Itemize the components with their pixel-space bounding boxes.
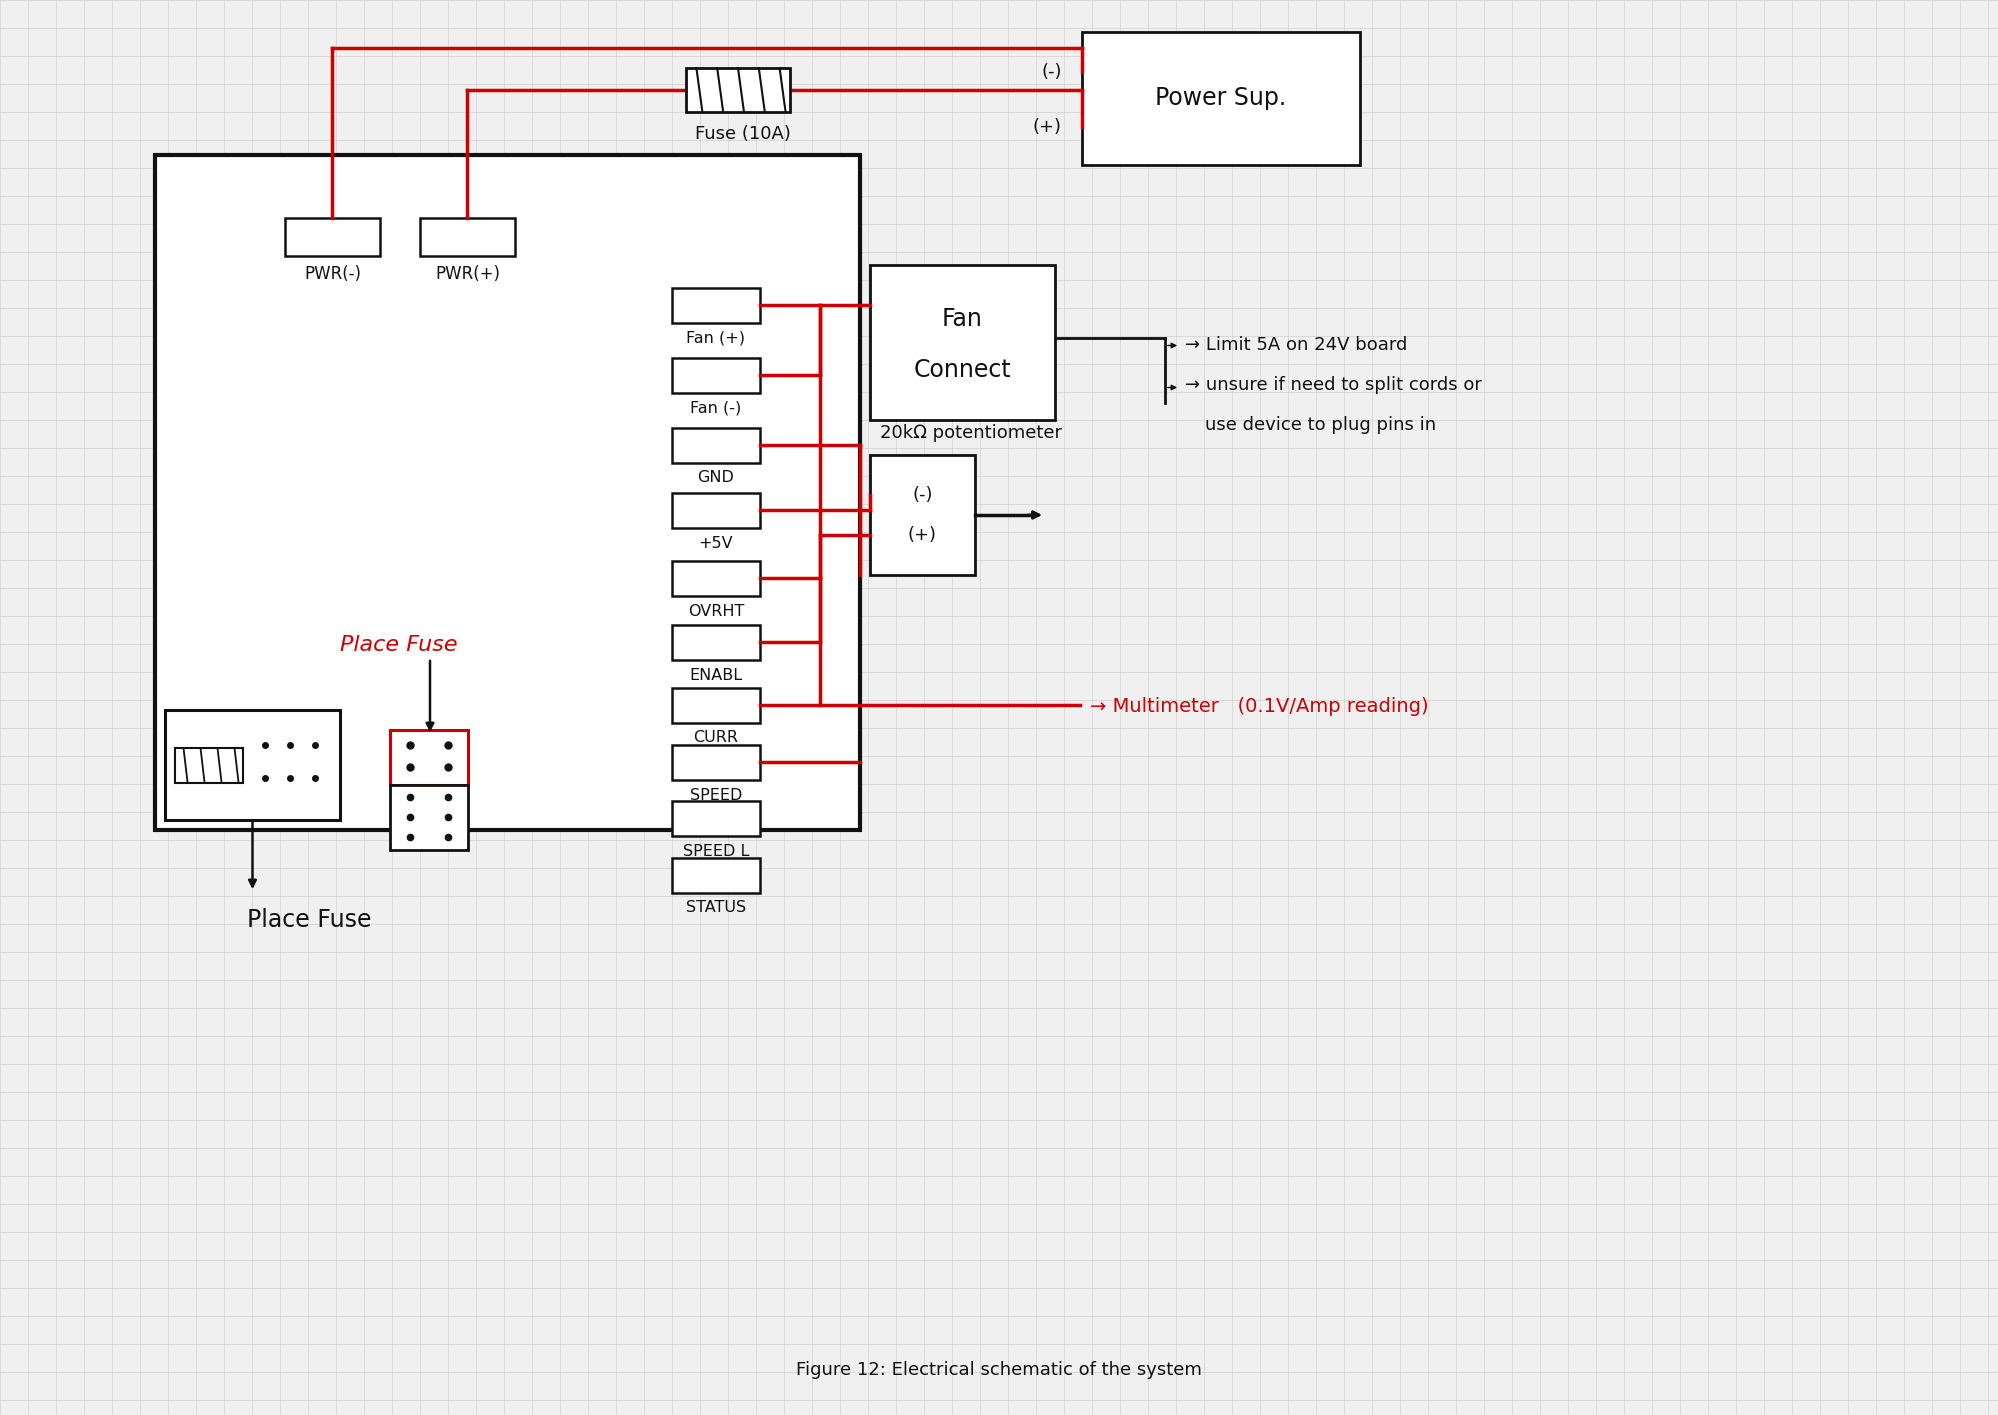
Text: use device to plug pins in: use device to plug pins in	[1205, 416, 1435, 434]
Text: GND: GND	[697, 471, 733, 485]
Bar	[166, 710, 340, 821]
Bar	[671, 560, 759, 596]
Text: ENABL: ENABL	[689, 668, 741, 682]
Text: SPEED L: SPEED L	[683, 843, 749, 859]
Bar	[390, 785, 468, 850]
Text: Fan (+): Fan (+)	[685, 331, 745, 345]
Text: (+): (+)	[1033, 117, 1061, 136]
Text: Fuse (10A): Fuse (10A)	[695, 125, 791, 143]
Text: PWR(+): PWR(+)	[436, 265, 500, 283]
Bar	[671, 625, 759, 659]
Bar	[176, 749, 244, 782]
Bar	[685, 68, 789, 112]
Text: Place Fuse: Place Fuse	[248, 908, 372, 932]
Bar	[671, 857, 759, 893]
Text: OVRHT: OVRHT	[687, 604, 743, 618]
Bar	[869, 265, 1055, 420]
Text: Place Fuse: Place Fuse	[340, 635, 458, 655]
Bar	[671, 746, 759, 780]
Bar	[671, 801, 759, 836]
Text: → Limit 5A on 24V board: → Limit 5A on 24V board	[1185, 337, 1407, 355]
Bar	[671, 427, 759, 463]
Bar	[1081, 33, 1359, 166]
Bar	[390, 730, 468, 785]
Bar	[671, 358, 759, 393]
Text: STATUS: STATUS	[685, 900, 745, 916]
Bar	[286, 218, 380, 256]
Bar	[869, 456, 975, 574]
Text: +5V: +5V	[699, 535, 733, 550]
Text: (-): (-)	[911, 485, 933, 504]
Text: → unsure if need to split cords or: → unsure if need to split cords or	[1185, 376, 1481, 395]
Bar	[671, 492, 759, 528]
Text: 20kΩ potentiometer: 20kΩ potentiometer	[879, 424, 1061, 441]
Text: SPEED: SPEED	[689, 788, 741, 802]
Text: (+): (+)	[907, 526, 937, 545]
Text: → Multimeter   (0.1V/Amp reading): → Multimeter (0.1V/Amp reading)	[1089, 698, 1429, 716]
Text: Fan (-): Fan (-)	[689, 400, 741, 416]
Text: Power Sup.: Power Sup.	[1155, 86, 1287, 110]
Bar	[671, 289, 759, 323]
Bar	[156, 156, 859, 831]
Text: Figure 12: Electrical schematic of the system: Figure 12: Electrical schematic of the s…	[795, 1361, 1201, 1380]
Text: Fan: Fan	[941, 307, 983, 331]
Text: Connect: Connect	[913, 358, 1011, 382]
Bar	[420, 218, 515, 256]
Bar	[671, 688, 759, 723]
Text: CURR: CURR	[693, 730, 737, 746]
Text: (-): (-)	[1041, 64, 1061, 81]
Text: PWR(-): PWR(-)	[304, 265, 362, 283]
